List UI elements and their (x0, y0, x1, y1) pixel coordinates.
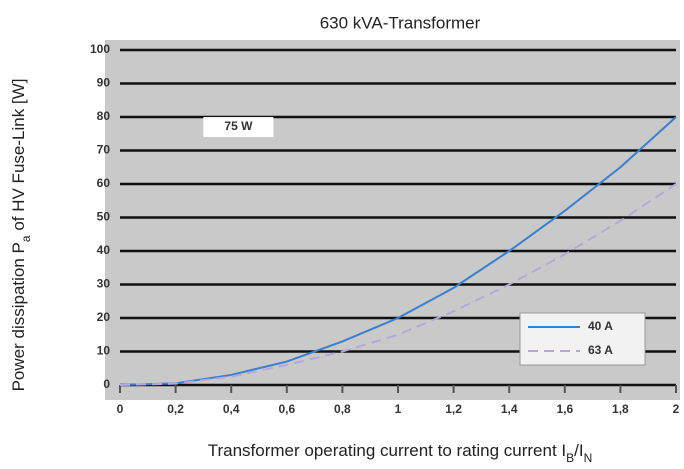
label-part: Transformer operating current to rating … (208, 441, 566, 460)
y-tick-label: 50 (97, 210, 111, 224)
annotation-box (203, 117, 274, 138)
x-tick-label: 1 (395, 402, 402, 416)
y-axis-label: Power dissipation Pa of HV Fuse-Link [W] (9, 79, 33, 392)
x-tick-label: 0,2 (167, 402, 184, 416)
x-tick-label: 0 (117, 402, 124, 416)
label-part: /I (574, 441, 583, 460)
x-axis-label: Transformer operating current to rating … (208, 441, 593, 465)
x-tick-label: 1,2 (445, 402, 462, 416)
y-tick-label: 0 (103, 377, 110, 391)
y-tick-label: 100 (90, 42, 110, 56)
label-part: N (584, 451, 593, 465)
x-tick-label: 1,8 (612, 402, 629, 416)
y-tick-label: 10 (97, 344, 111, 358)
y-tick-label: 60 (97, 176, 111, 190)
x-tick-label: 2 (673, 402, 680, 416)
legend-label: 63 A (588, 343, 613, 357)
legend-label: 40 A (588, 319, 613, 333)
annotation: 75 W (224, 119, 253, 133)
chart-title: 630 kVA-Transformer (320, 13, 481, 32)
y-tick-label: 80 (97, 109, 111, 123)
label-part: B (566, 451, 574, 465)
series-line (119, 116, 677, 386)
x-tick-label: 0,6 (278, 402, 295, 416)
y-tick-label: 90 (97, 76, 111, 90)
y-tick-label: 70 (97, 143, 111, 157)
label-part: a (19, 235, 33, 242)
x-tick-label: 1,6 (556, 402, 573, 416)
label-part: Power dissipation P (9, 242, 28, 391)
label-part: of HV Fuse-Link [W] (9, 79, 28, 236)
x-tick-label: 1,4 (501, 402, 518, 416)
x-tick-label: 0,8 (334, 402, 351, 416)
y-tick-label: 20 (97, 310, 111, 324)
x-tick-label: 0,4 (223, 402, 240, 416)
legend-box (519, 312, 646, 366)
y-tick-label: 30 (97, 277, 111, 291)
y-tick-label: 40 (97, 243, 111, 257)
